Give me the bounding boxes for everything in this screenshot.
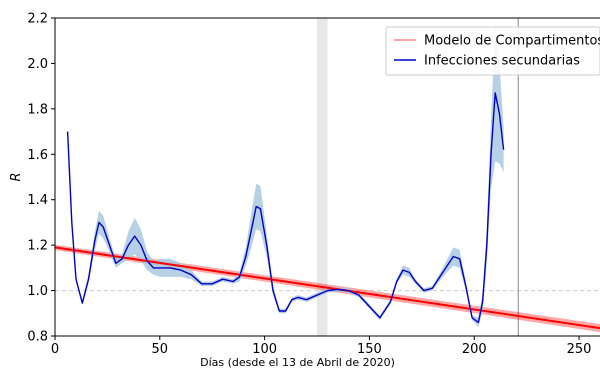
y-tick-label-2: 2.0 xyxy=(27,57,48,72)
y-tick-label-0.8: 0.8 xyxy=(27,330,48,345)
series-1-line xyxy=(66,92,505,324)
y-axis-label: R xyxy=(9,172,24,181)
legend: Modelo de Compartimentos Infecciones secu… xyxy=(385,26,600,76)
y-tick-label-1.4: 1.4 xyxy=(27,193,48,208)
series-0-line xyxy=(54,246,600,330)
x-tick-label-250: 250 xyxy=(567,342,592,357)
x-tick-label-150: 150 xyxy=(357,342,382,357)
axes-layer: 0 50 100 150 200 250 0.8 1.0 1.2 1.4 1.6 1.8 2.0 2.2 xyxy=(27,12,600,357)
x-tick-label-50: 50 xyxy=(152,342,169,357)
y-tick-label-1.6: 1.6 xyxy=(27,148,48,163)
y-tick-label-1.8: 1.8 xyxy=(27,102,48,117)
legend-label-0: Modelo de Compartimentos xyxy=(424,34,600,49)
x-tick-label-0: 0 xyxy=(51,342,59,357)
x-tick-label-100: 100 xyxy=(252,342,277,357)
y-tick-label-1.2: 1.2 xyxy=(27,239,48,254)
legend-box xyxy=(385,26,600,76)
y-tick-label-2.2: 2.2 xyxy=(27,12,48,27)
legend-label-1: Infecciones secundarias xyxy=(424,54,580,69)
shaded-region xyxy=(317,18,328,336)
y-tick-label-1: 1.0 xyxy=(27,284,48,299)
x-tick-label-200: 200 xyxy=(462,342,487,357)
x-axis-label: Días (desde el 13 de Abril de 2020) xyxy=(200,356,395,369)
lines-layer xyxy=(54,92,600,330)
